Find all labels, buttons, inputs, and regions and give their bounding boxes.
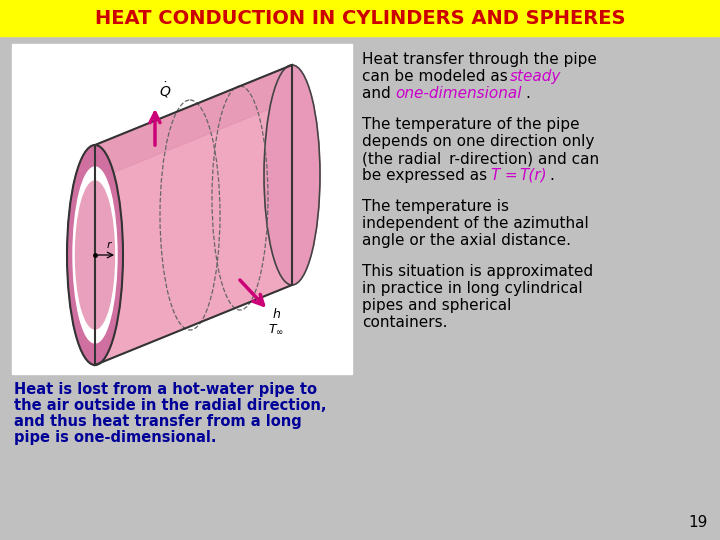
Ellipse shape [67,145,123,365]
Text: and thus heat transfer from a long: and thus heat transfer from a long [14,414,302,429]
Text: be expressed as: be expressed as [362,168,492,183]
Text: can be modeled as: can be modeled as [362,69,513,84]
Text: HEAT CONDUCTION IN CYLINDERS AND SPHERES: HEAT CONDUCTION IN CYLINDERS AND SPHERES [95,9,625,28]
Text: =: = [500,168,523,183]
Text: depends on one direction only: depends on one direction only [362,134,595,149]
Text: $\dot{Q}$: $\dot{Q}$ [159,80,171,99]
Text: .: . [549,168,554,183]
Text: and: and [362,86,395,101]
Text: independent of the azimuthal: independent of the azimuthal [362,216,589,231]
Text: r: r [107,240,112,250]
Text: The temperature of the pipe: The temperature of the pipe [362,117,580,132]
Ellipse shape [73,167,117,343]
Bar [12,44,352,374]
Polygon shape [95,65,292,365]
Text: 19: 19 [688,515,708,530]
Text: This situation is approximated: This situation is approximated [362,264,593,279]
Text: Heat transfer through the pipe: Heat transfer through the pipe [362,52,597,67]
Text: T: T [490,168,500,183]
Text: $T_{\infty}$: $T_{\infty}$ [268,323,284,336]
Text: steady: steady [510,69,562,84]
Polygon shape [95,65,292,180]
Text: angle or the axial distance.: angle or the axial distance. [362,233,571,248]
Ellipse shape [264,65,320,285]
Text: T(r): T(r) [519,168,546,183]
Text: containers.: containers. [362,315,448,330]
Ellipse shape [76,181,114,329]
Text: (the radial  r-direction) and can: (the radial r-direction) and can [362,151,599,166]
Text: pipe is one-dimensional.: pipe is one-dimensional. [14,430,217,445]
Text: The temperature is: The temperature is [362,199,509,214]
Text: $h$: $h$ [272,307,281,321]
Text: one-dimensional: one-dimensional [395,86,521,101]
Text: in practice in long cylindrical: in practice in long cylindrical [362,281,582,296]
Text: the air outside in the radial direction,: the air outside in the radial direction, [14,398,326,413]
Text: .: . [525,86,530,101]
Text: Heat is lost from a hot-water pipe to: Heat is lost from a hot-water pipe to [14,382,317,397]
Text: pipes and spherical: pipes and spherical [362,298,511,313]
Bar [0,0,720,36]
